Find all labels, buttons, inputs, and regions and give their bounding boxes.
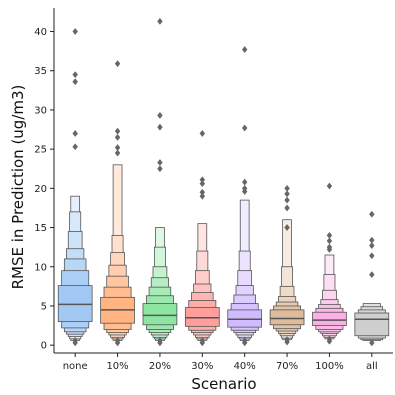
outlier-point — [114, 144, 121, 151]
outlier-point — [369, 236, 375, 244]
outlier-point — [326, 237, 333, 245]
outlier-point — [241, 188, 248, 195]
outlier-point — [326, 231, 333, 239]
y-tick-label: 30 — [34, 105, 47, 116]
outlier-point — [114, 133, 121, 141]
outlier-point — [326, 246, 333, 253]
x-tick-label: 70% — [276, 361, 298, 372]
outlier-point — [326, 335, 333, 343]
outlier-point — [284, 336, 290, 344]
outlier-point — [114, 60, 121, 68]
outlier-point — [199, 180, 206, 188]
outlier-point — [157, 112, 163, 119]
outlier-point — [72, 71, 78, 79]
x-tick-label: none — [63, 361, 88, 372]
x-axis-label: Scenario — [191, 375, 256, 393]
outlier-point — [157, 123, 163, 131]
y-tick-label: 10 — [34, 262, 47, 273]
outlier-point — [241, 46, 248, 53]
outlier-point — [326, 182, 333, 190]
y-tick-label: 40 — [34, 27, 47, 38]
outlier-point — [72, 337, 78, 344]
box-level — [57, 285, 93, 323]
x-tick-label: 30% — [191, 361, 213, 372]
box-level — [312, 311, 347, 326]
y-tick-label: 15 — [34, 223, 47, 234]
y-tick-label: 5 — [41, 301, 47, 312]
outlier-point — [284, 224, 290, 231]
y-tick-label: 25 — [34, 145, 47, 156]
y-tick-label: 35 — [34, 66, 47, 77]
outlier-point — [284, 196, 290, 204]
outlier-point — [369, 242, 375, 249]
box-level — [227, 309, 263, 328]
outlier-point — [157, 337, 163, 344]
x-tick-label: 20% — [149, 361, 171, 372]
outlier-point — [241, 178, 248, 186]
x-tick-label: 10% — [106, 361, 128, 372]
box-level — [354, 312, 390, 337]
outlier-point — [114, 337, 121, 344]
outlier-point — [241, 337, 248, 344]
outlier-point — [199, 192, 206, 200]
outlier-point — [199, 176, 206, 184]
outlier-point — [241, 124, 248, 132]
outlier-point — [199, 188, 206, 196]
x-tick-label: 40% — [234, 361, 256, 372]
box-level — [142, 303, 178, 326]
outlier-point — [369, 339, 375, 347]
outlier-point — [72, 143, 78, 151]
outlier-point — [157, 159, 163, 166]
outlier-point — [284, 184, 290, 192]
outlier-point — [157, 17, 163, 25]
outlier-point — [369, 271, 375, 278]
outlier-point — [284, 204, 290, 212]
outlier-point — [369, 210, 375, 218]
y-tick-label: 20 — [34, 184, 47, 195]
x-tick-label: all — [366, 361, 378, 372]
y-tick-label: 0 — [41, 341, 47, 352]
outlier-point — [72, 130, 78, 137]
box-level — [184, 307, 220, 327]
outlier-point — [157, 165, 163, 173]
outlier-point — [199, 337, 206, 344]
outlier-point — [369, 252, 375, 260]
plot-area: 0 5 10 15 20 25 30 35 40 none 10% 20% 30% 40% 70% 100% a… — [34, 8, 393, 372]
y-axis-label: RMSE in Prediction (ug/m3) — [9, 85, 27, 290]
x-tick-label: 100% — [315, 361, 344, 372]
outlier-point — [114, 127, 121, 135]
outlier-point — [199, 130, 206, 137]
outlier-point — [72, 78, 78, 86]
outlier-point — [114, 149, 121, 157]
outlier-point — [284, 190, 290, 198]
outlier-point — [72, 28, 78, 35]
box-level — [269, 309, 305, 326]
